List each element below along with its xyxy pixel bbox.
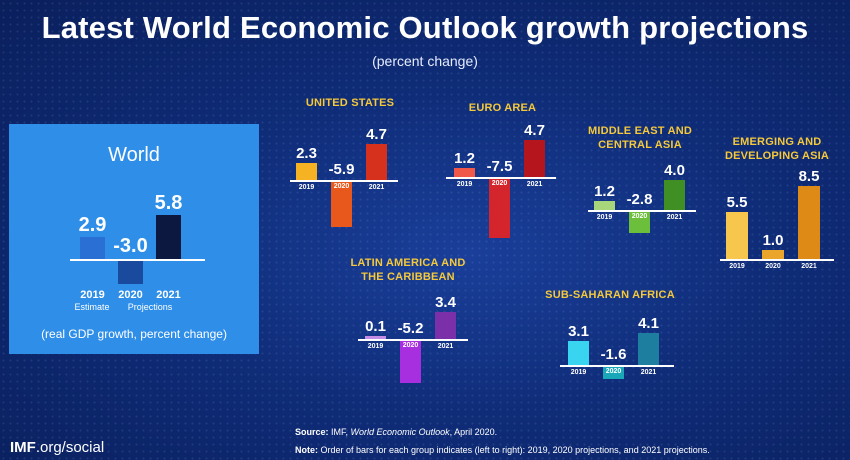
bar-latin-america-and-the-caribbean-2020 <box>400 341 421 383</box>
value-label-middle-east-and-central-asia-2021: 4.0 <box>664 161 685 179</box>
world-sublabel-projections: Projections <box>127 302 173 312</box>
year-label-euro-area-2020: 2020 <box>491 180 508 187</box>
bar-world-2020 <box>118 261 143 284</box>
baseline-emerging-and-developing-asia <box>720 259 834 261</box>
bar-united-states-2021 <box>366 144 387 180</box>
group-title-middle-east-and-central-asia: MIDDLE EAST AND CENTRAL ASIA <box>587 125 693 151</box>
year-label-latin-america-and-the-caribbean-2019: 2019 <box>367 343 384 350</box>
chart-title: Latest World Economic Outlook growth pro… <box>41 10 809 45</box>
value-label-middle-east-and-central-asia-2020: -2.8 <box>626 191 653 208</box>
value-label-sub-saharan-africa-2019: 3.1 <box>568 322 589 340</box>
year-label-latin-america-and-the-caribbean-2020: 2020 <box>402 342 419 349</box>
world-panel-footnote: (real GDP growth, percent change) <box>41 327 227 341</box>
group-title-euro-area: EURO AREA <box>468 102 537 114</box>
bar-euro-area-2020 <box>489 179 510 238</box>
source-pre: IMF, <box>331 427 349 437</box>
value-label-latin-america-and-the-caribbean-2021: 3.4 <box>435 293 456 311</box>
baseline-middle-east-and-central-asia <box>588 210 696 212</box>
bar-emerging-and-developing-asia-2021 <box>798 185 820 259</box>
year-label-world-2020: 2020 <box>118 289 143 301</box>
bar-middle-east-and-central-asia-2019 <box>594 200 615 210</box>
year-label-latin-america-and-the-caribbean-2021: 2021 <box>437 343 454 350</box>
bar-united-states-2019 <box>296 162 317 180</box>
value-label-latin-america-and-the-caribbean-2019: 0.1 <box>365 318 386 335</box>
year-label-united-states-2019: 2019 <box>298 184 315 191</box>
bar-world-2021 <box>156 214 181 259</box>
bar-euro-area-2019 <box>454 167 475 177</box>
baseline-latin-america-and-the-caribbean <box>358 339 468 341</box>
bar-sub-saharan-africa-2020 <box>603 367 624 380</box>
value-label-euro-area-2021: 4.7 <box>524 122 545 140</box>
year-label-united-states-2020: 2020 <box>333 183 350 190</box>
baseline-world <box>70 259 205 261</box>
world-sublabel-estimate: Estimate <box>74 302 110 312</box>
value-label-world-2021: 5.8 <box>154 191 183 214</box>
bar-middle-east-and-central-asia-2020 <box>629 212 650 234</box>
chart-subtitle: (percent change) <box>372 53 478 69</box>
year-label-sub-saharan-africa-2019: 2019 <box>570 369 587 376</box>
value-label-euro-area-2020: -7.5 <box>486 158 513 175</box>
value-label-united-states-2019: 2.3 <box>296 144 317 162</box>
baseline-united-states <box>290 180 398 182</box>
bar-sub-saharan-africa-2021 <box>638 333 659 365</box>
bar-middle-east-and-central-asia-2021 <box>664 179 685 210</box>
year-label-middle-east-and-central-asia-2019: 2019 <box>596 214 613 221</box>
year-label-world-2021: 2021 <box>156 289 181 301</box>
year-label-emerging-and-developing-asia-2021: 2021 <box>801 263 817 270</box>
value-label-united-states-2020: -5.9 <box>328 161 355 178</box>
note-line: Note: Order of bars for each group indic… <box>295 445 710 455</box>
year-label-middle-east-and-central-asia-2021: 2021 <box>666 214 683 221</box>
value-label-emerging-and-developing-asia-2021: 8.5 <box>798 167 820 185</box>
value-label-latin-america-and-the-caribbean-2020: -5.2 <box>397 320 424 337</box>
imf-social-link[interactable]: IMF.org/social <box>10 439 104 456</box>
bar-emerging-and-developing-asia-2020 <box>762 250 784 259</box>
year-label-middle-east-and-central-asia-2020: 2020 <box>631 213 648 220</box>
bar-euro-area-2021 <box>524 140 545 177</box>
year-label-emerging-and-developing-asia-2019: 2019 <box>729 263 745 270</box>
imf-bold: IMF <box>10 439 36 456</box>
value-label-emerging-and-developing-asia-2019: 5.5 <box>726 193 748 211</box>
bar-world-2019 <box>80 236 105 259</box>
source-post: , April 2020. <box>449 427 498 437</box>
year-label-united-states-2021: 2021 <box>368 184 385 191</box>
baseline-euro-area <box>446 177 556 179</box>
value-label-sub-saharan-africa-2020: -1.6 <box>600 346 627 363</box>
value-label-sub-saharan-africa-2021: 4.1 <box>638 315 659 333</box>
baseline-sub-saharan-africa <box>560 365 674 367</box>
bar-sub-saharan-africa-2019 <box>568 340 589 365</box>
value-label-middle-east-and-central-asia-2019: 1.2 <box>594 182 615 200</box>
year-label-sub-saharan-africa-2021: 2021 <box>640 369 657 376</box>
year-label-sub-saharan-africa-2020: 2020 <box>605 368 622 375</box>
bar-latin-america-and-the-caribbean-2019 <box>365 336 386 339</box>
imf-rest: .org/social <box>35 439 105 456</box>
group-title-world: World <box>108 144 160 166</box>
value-label-world-2020: -3.0 <box>113 235 148 257</box>
bar-united-states-2020 <box>331 182 352 227</box>
source-label: Source: <box>295 427 329 437</box>
bar-latin-america-and-the-caribbean-2021 <box>435 311 456 339</box>
value-label-united-states-2021: 4.7 <box>366 126 387 144</box>
value-label-world-2019: 2.9 <box>78 213 107 236</box>
value-label-emerging-and-developing-asia-2020: 1.0 <box>762 232 784 250</box>
value-label-euro-area-2019: 1.2 <box>454 149 475 167</box>
year-label-world-2019: 2019 <box>80 289 105 301</box>
note-text: Order of bars for each group indicates (… <box>320 445 710 455</box>
group-title-latin-america-and-the-caribbean: LATIN AMERICA AND THE CARIBBEAN <box>350 257 466 283</box>
year-label-emerging-and-developing-asia-2020: 2020 <box>765 263 781 270</box>
note-label: Note: <box>295 445 318 455</box>
source-line: Source: IMF, World Economic Outlook, Apr… <box>295 427 497 437</box>
world-panel: World (real GDP growth, percent change) <box>9 124 259 354</box>
source-title: World Economic Outlook <box>350 427 450 437</box>
group-title-emerging-and-developing-asia: EMERGING AND DEVELOPING ASIA <box>724 136 830 162</box>
bar-emerging-and-developing-asia-2019 <box>726 211 748 259</box>
year-label-euro-area-2019: 2019 <box>456 181 473 188</box>
year-label-euro-area-2021: 2021 <box>526 181 543 188</box>
group-title-sub-saharan-africa: SUB-SAHARAN AFRICA <box>545 289 675 301</box>
group-title-united-states: UNITED STATES <box>305 97 395 109</box>
